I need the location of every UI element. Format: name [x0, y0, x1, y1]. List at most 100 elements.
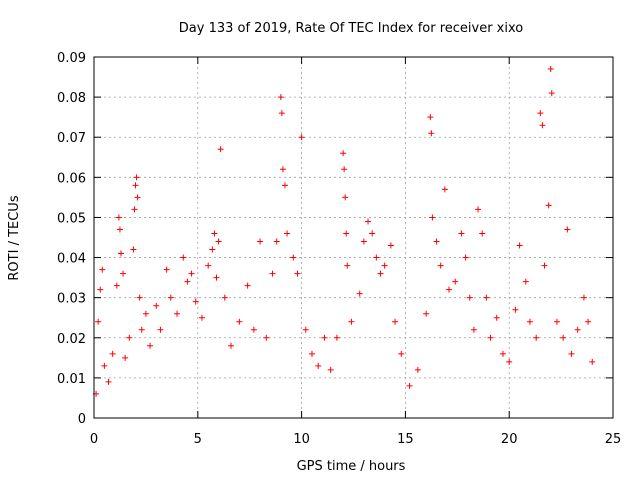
- data-point: [589, 358, 596, 365]
- data-point: [198, 314, 205, 321]
- y-tick-label: 0.08: [57, 91, 86, 106]
- y-tick-label: 0.02: [57, 332, 86, 347]
- data-point: [470, 326, 477, 333]
- data-point: [553, 318, 560, 325]
- data-point: [167, 294, 174, 301]
- data-point: [142, 310, 149, 317]
- data-point: [387, 242, 394, 249]
- x-tick-label: 25: [605, 432, 622, 447]
- data-point: [97, 286, 104, 293]
- data-point: [423, 310, 430, 317]
- y-tick-label: 0.06: [57, 171, 86, 186]
- data-point: [526, 318, 533, 325]
- data-point: [153, 302, 160, 309]
- data-point: [257, 238, 264, 245]
- data-point: [134, 194, 141, 201]
- data-point: [545, 202, 552, 209]
- data-point: [298, 134, 305, 141]
- data-point: [217, 146, 224, 153]
- data-point: [236, 318, 243, 325]
- data-point: [547, 66, 554, 73]
- data-point: [130, 246, 137, 253]
- y-tick-label: 0: [78, 412, 86, 427]
- data-point: [122, 354, 129, 361]
- data-point: [564, 226, 571, 233]
- y-axis-label: ROTI / TECUs: [7, 195, 22, 280]
- data-point: [120, 270, 127, 277]
- data-point: [340, 150, 347, 157]
- data-point: [263, 334, 270, 341]
- data-point: [221, 294, 228, 301]
- data-point: [483, 294, 490, 301]
- data-point: [244, 282, 251, 289]
- data-point: [398, 350, 405, 357]
- data-point: [211, 230, 218, 237]
- data-point: [499, 350, 506, 357]
- y-tick-label: 0.05: [57, 211, 86, 226]
- x-tick-label: 20: [501, 432, 518, 447]
- data-point: [99, 266, 106, 273]
- data-point: [138, 326, 145, 333]
- data-point: [174, 310, 181, 317]
- data-point: [115, 214, 122, 221]
- data-point: [136, 294, 143, 301]
- data-point: [493, 314, 500, 321]
- data-point: [302, 326, 309, 333]
- data-point: [568, 350, 575, 357]
- data-point: [537, 110, 544, 117]
- data-point: [458, 230, 465, 237]
- data-point: [157, 326, 164, 333]
- data-point: [429, 214, 436, 221]
- data-point: [290, 254, 297, 261]
- data-point: [209, 246, 216, 253]
- x-tick-label: 0: [90, 432, 98, 447]
- data-point: [452, 278, 459, 285]
- data-points: [93, 66, 596, 397]
- data-point: [228, 342, 235, 349]
- data-point: [479, 230, 486, 237]
- data-point: [184, 278, 191, 285]
- data-point: [466, 294, 473, 301]
- data-point: [365, 218, 372, 225]
- data-point: [487, 334, 494, 341]
- data-point: [342, 194, 349, 201]
- y-tick-label: 0.01: [57, 372, 86, 387]
- data-point: [279, 166, 286, 173]
- data-point: [427, 114, 434, 121]
- data-point: [533, 334, 540, 341]
- data-point: [294, 270, 301, 277]
- y-tick-label: 0.04: [57, 252, 86, 267]
- data-point: [512, 306, 519, 313]
- data-point: [133, 174, 140, 181]
- data-point: [250, 326, 257, 333]
- data-point: [109, 350, 116, 357]
- data-point: [273, 238, 280, 245]
- data-point: [333, 334, 340, 341]
- data-point: [560, 334, 567, 341]
- x-tick-label: 5: [194, 432, 202, 447]
- data-point: [180, 254, 187, 261]
- data-point: [269, 270, 276, 277]
- data-point: [315, 362, 322, 369]
- data-point: [360, 238, 367, 245]
- data-point: [192, 298, 199, 305]
- plot-frame: [93, 56, 614, 419]
- data-point: [343, 230, 350, 237]
- data-point: [277, 94, 284, 101]
- data-point: [392, 318, 399, 325]
- data-point: [548, 90, 555, 97]
- data-point: [341, 166, 348, 173]
- data-point: [132, 182, 139, 189]
- x-tick-label: 15: [397, 432, 414, 447]
- data-point: [215, 238, 222, 245]
- data-point: [131, 206, 138, 213]
- data-point: [113, 282, 120, 289]
- data-point: [101, 362, 108, 369]
- data-point: [580, 294, 587, 301]
- x-axis-label: GPS time / hours: [297, 459, 406, 474]
- data-point: [281, 182, 288, 189]
- data-point: [406, 382, 413, 389]
- data-point: [95, 318, 102, 325]
